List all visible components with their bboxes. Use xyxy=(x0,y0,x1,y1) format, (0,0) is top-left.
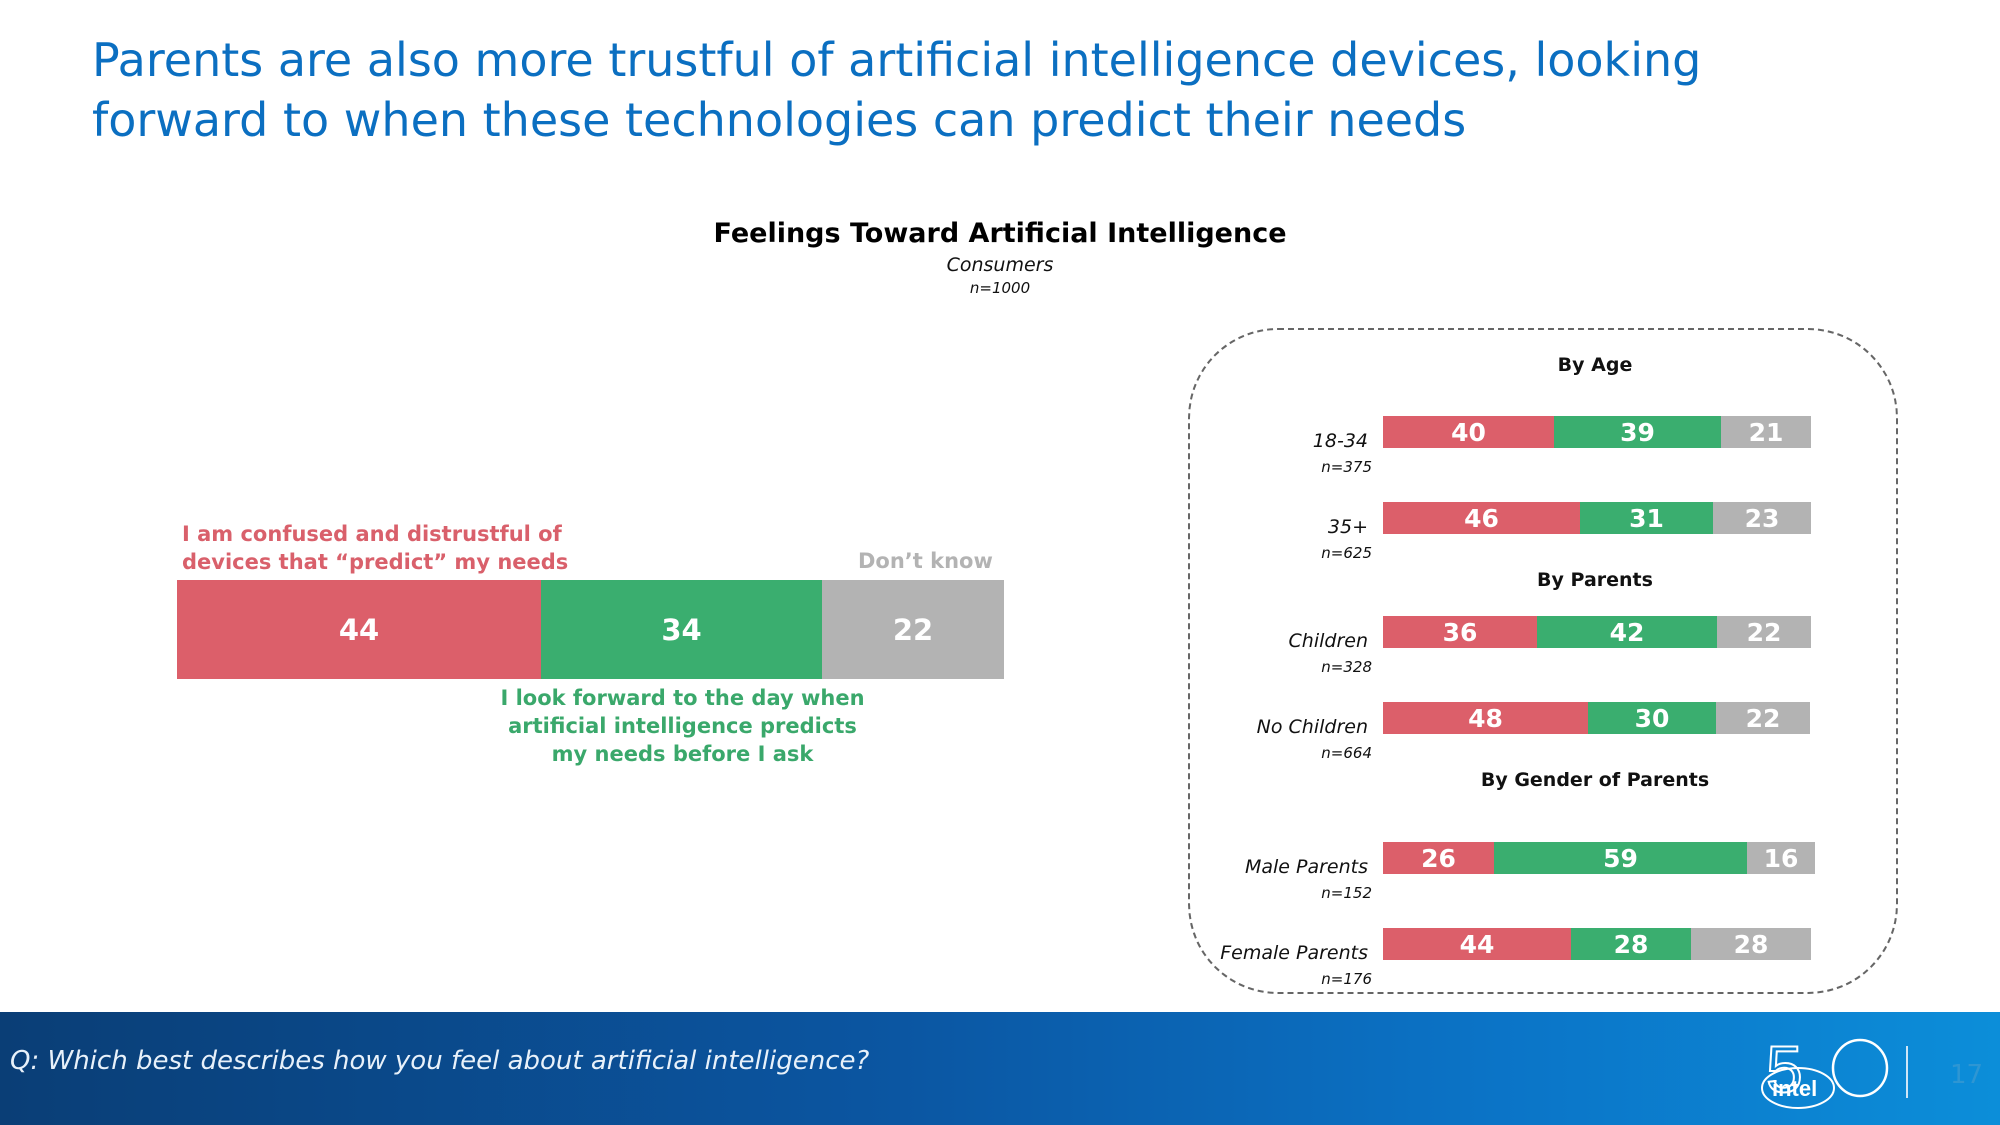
segment-row-sample-size: n=375 xyxy=(1321,458,1372,476)
chart-subtitle: Consumers xyxy=(946,254,1054,276)
segment-bar-look-forward: 42 xyxy=(1537,616,1717,648)
segment-bar-dont-know: 23 xyxy=(1713,502,1811,534)
segment-bar-distrust: 46 xyxy=(1383,502,1580,534)
distrust-label-line: I am confused and distrustful of xyxy=(182,522,562,546)
segment-bar-distrust: 26 xyxy=(1383,842,1494,874)
segment-row-label: Children xyxy=(1288,630,1368,652)
segment-bar-distrust: 44 xyxy=(1383,928,1571,960)
page-number: 17 xyxy=(1950,1060,1984,1090)
segment-row-sample-size: n=328 xyxy=(1321,658,1372,676)
segment-row-label: Female Parents xyxy=(1220,942,1368,964)
segment-row-label: 35+ xyxy=(1327,516,1368,538)
distrust-label-line: devices that “predict” my needs xyxy=(182,550,569,574)
segment-bar-look-forward: 28 xyxy=(1571,928,1691,960)
chart-title: Feelings Toward Artificial Intelligence xyxy=(713,218,1287,249)
footnote-question: Q: Which best describes how you feel abo… xyxy=(10,1046,870,1076)
segment-row-sample-size: n=152 xyxy=(1321,884,1372,902)
segment-bar-dont-know: 16 xyxy=(1747,842,1815,874)
segment-bar-distrust: 36 xyxy=(1383,616,1537,648)
segment-breakdown-panel xyxy=(1188,328,1898,994)
segment-bar-dont-know: 22 xyxy=(1717,616,1811,648)
segment-bar-look-forward: 30 xyxy=(1588,702,1716,734)
segment-bar-dont-know: 22 xyxy=(1716,702,1810,734)
segment-bar-look-forward: 31 xyxy=(1580,502,1713,534)
segment-group-header: By Parents xyxy=(1537,569,1653,591)
distrust-label: I am confused and distrustful of devices… xyxy=(182,520,568,576)
segment-bar-dont-know: 21 xyxy=(1721,416,1811,448)
segment-row-sample-size: n=176 xyxy=(1321,970,1372,988)
segment-row-label: 18-34 xyxy=(1312,430,1368,452)
main-bar-distrust-segment: 44 xyxy=(177,580,541,679)
main-bar-dont-know-segment: 22 xyxy=(822,580,1004,679)
look-forward-label-line: I look forward to the day when xyxy=(500,686,865,710)
footer-band xyxy=(0,1012,2000,1125)
segment-bar-look-forward: 59 xyxy=(1494,842,1747,874)
segment-bar-look-forward: 39 xyxy=(1554,416,1721,448)
intel-50-logo: 5 intel xyxy=(1758,1031,1898,1110)
segment-group-header: By Age xyxy=(1557,354,1633,376)
slide-title: Parents are also more trustful of artifi… xyxy=(92,33,1702,147)
segment-row-sample-size: n=625 xyxy=(1321,544,1372,562)
dont-know-label: Don’t know xyxy=(858,549,993,573)
look-forward-label-line: artificial intelligence predicts xyxy=(508,714,857,738)
segment-group-header: By Gender of Parents xyxy=(1480,769,1710,791)
segment-bar-distrust: 48 xyxy=(1383,702,1588,734)
look-forward-label: I look forward to the day when artificia… xyxy=(480,684,885,768)
intel-50-logo-mark: 5 intel xyxy=(1761,1031,1889,1109)
segment-row-label: Male Parents xyxy=(1244,856,1368,878)
chart-sample-size: n=1000 xyxy=(969,279,1031,297)
footer-divider xyxy=(1906,1046,1908,1098)
intel-logo-text: intel xyxy=(1772,1076,1817,1101)
look-forward-label-line: my needs before I ask xyxy=(551,742,814,766)
segment-row-label: No Children xyxy=(1256,716,1368,738)
segment-bar-distrust: 40 xyxy=(1383,416,1554,448)
main-bar-look-forward-segment: 34 xyxy=(541,580,822,679)
segment-bar-dont-know: 28 xyxy=(1691,928,1811,960)
segment-row-sample-size: n=664 xyxy=(1321,744,1372,762)
